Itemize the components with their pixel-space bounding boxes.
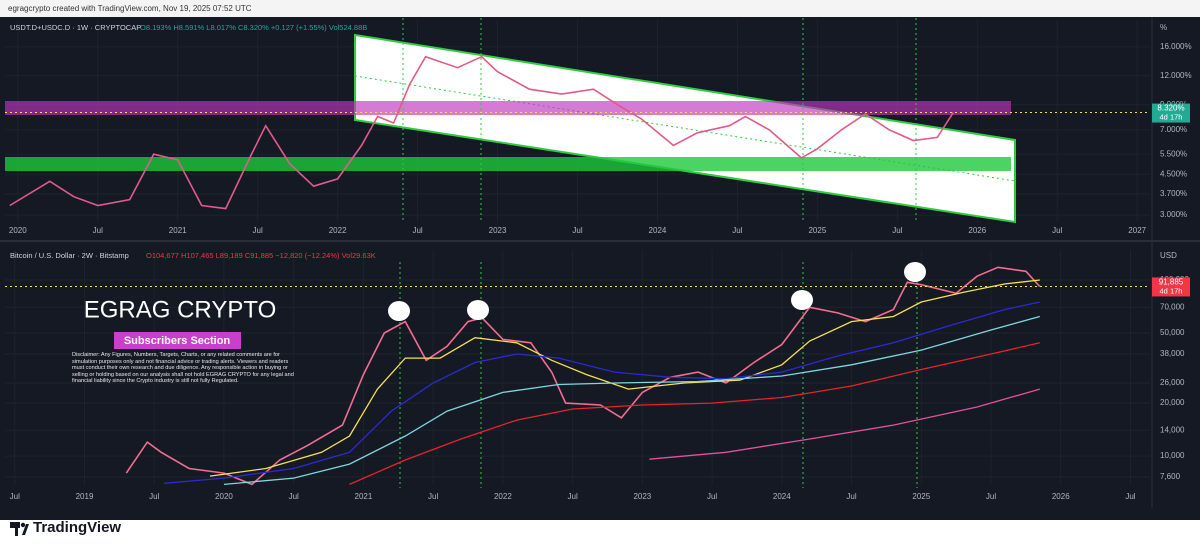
x-tick-label: Jul	[149, 492, 159, 501]
top-highlight	[467, 300, 489, 320]
price-line	[223, 315, 1040, 486]
x-tick-label: Jul	[428, 492, 438, 501]
x-tick-label: 2024	[649, 226, 667, 235]
x-tick-label: Jul	[732, 226, 742, 235]
disclaimer: Disclaimer: Any Figures, Numbers, Target…	[72, 352, 294, 385]
x-tick-label: Jul	[1125, 492, 1135, 501]
y-tick-label: 4.500%	[1160, 169, 1187, 178]
x-tick-label: 2026	[1052, 492, 1070, 501]
top-strip	[0, 0, 1200, 17]
price-line	[163, 301, 1040, 484]
brand-title: EGRAG CRYPTO	[84, 296, 277, 323]
axis-unit: USD	[1160, 251, 1177, 260]
top-drawings	[5, 18, 1016, 224]
support-zone	[5, 157, 1011, 171]
y-tick-label: 20,000	[1160, 398, 1185, 407]
x-tick-label: 2022	[329, 226, 347, 235]
price-line	[649, 388, 1040, 460]
highlights	[388, 262, 926, 321]
y-tick-label: 5.500%	[1160, 149, 1187, 158]
y-tick-label: 16.000%	[1160, 42, 1192, 51]
x-tick-label: 2025	[808, 226, 826, 235]
symbol: Bitcoin / U.S. Dollar · 2W · Bitstamp	[10, 251, 129, 260]
y-tick-label: 3.000%	[1160, 210, 1187, 219]
brand: TradingView	[33, 519, 121, 536]
y-tick-label: 10,000	[1160, 451, 1185, 460]
x-tick-label: Jul	[412, 226, 422, 235]
x-tick-label: 2021	[169, 226, 187, 235]
last-price-box	[1152, 103, 1190, 123]
x-tick-label: 2022	[494, 492, 512, 501]
credit: egragcrypto created with TradingView.com…	[8, 4, 252, 13]
x-tick-label: 2026	[968, 226, 986, 235]
x-tick-label: Jul	[10, 492, 20, 501]
x-tick-label: Jul	[707, 492, 717, 501]
last-price-box	[1152, 277, 1190, 297]
last-price-label: 8.320%	[1157, 104, 1184, 113]
y-tick-label: 12.000%	[1160, 71, 1192, 80]
tv-logo	[10, 522, 29, 536]
y-tick-label: 70,000	[1160, 302, 1185, 311]
y-tick-label: 3.700%	[1160, 189, 1187, 198]
x-tick-label: 2023	[489, 226, 507, 235]
symbol: USDT.D+USDC.D · 1W · CRYPTOCAP	[10, 23, 141, 32]
price-line	[209, 279, 1040, 477]
bottom-strip	[0, 520, 1200, 547]
ohlc: O104,677 H107,465 L89,189 C91,885 −12,82…	[146, 251, 376, 260]
y-tick-label: 38,000	[1160, 349, 1185, 358]
top-highlight	[791, 290, 813, 310]
x-tick-label: 2019	[76, 492, 94, 501]
x-tick-label: 2025	[912, 492, 930, 501]
x-tick-label: 2020	[215, 492, 233, 501]
y-tick-label: 50,000	[1160, 328, 1185, 337]
x-tick-label: 2021	[355, 492, 373, 501]
price-line	[9, 55, 954, 210]
x-tick-label: 2027	[1128, 226, 1146, 235]
labels-top: 16.000%12.000%9.000%7.000%5.500%4.500%3.…	[9, 42, 1192, 235]
y-tick-label: 7,600	[1160, 472, 1181, 481]
x-tick-label: Jul	[253, 226, 263, 235]
badge-box	[114, 332, 241, 349]
series-top	[5, 55, 1150, 210]
series-bottom	[5, 266, 1150, 486]
ohlc: O8.193% H8.591% L8.017% C8.320% +0.127 (…	[140, 23, 367, 32]
x-tick-label: Jul	[1052, 226, 1062, 235]
x-tick-label: Jul	[986, 492, 996, 501]
x-tick-label: 2023	[633, 492, 651, 501]
countdown: 4d 17h	[1160, 286, 1183, 295]
axis-unit: %	[1160, 23, 1167, 32]
y-tick-label: 7.000%	[1160, 125, 1187, 134]
top-highlight	[904, 262, 926, 282]
last-price-label: 91,885	[1159, 278, 1184, 287]
x-tick-label: Jul	[289, 492, 299, 501]
x-tick-label: Jul	[892, 226, 902, 235]
resistance-zone	[5, 101, 1011, 115]
badge: Subscribers Section	[124, 335, 231, 347]
countdown: 4d 17h	[1160, 113, 1183, 122]
y-tick-label: 14,000	[1160, 425, 1185, 434]
price-line	[125, 266, 1041, 486]
x-tick-label: 2020	[9, 226, 27, 235]
top-highlight	[388, 301, 410, 321]
x-tick-label: Jul	[93, 226, 103, 235]
labels-bottom: 100,00070,00050,00038,00026,00020,00014,…	[10, 275, 1190, 501]
x-tick-label: Jul	[846, 492, 856, 501]
x-tick-label: 2024	[773, 492, 791, 501]
y-tick-label: 26,000	[1160, 378, 1185, 387]
price-line	[349, 342, 1040, 485]
x-tick-label: Jul	[568, 492, 578, 501]
x-tick-label: Jul	[572, 226, 582, 235]
grid-bottom	[5, 250, 1150, 485]
